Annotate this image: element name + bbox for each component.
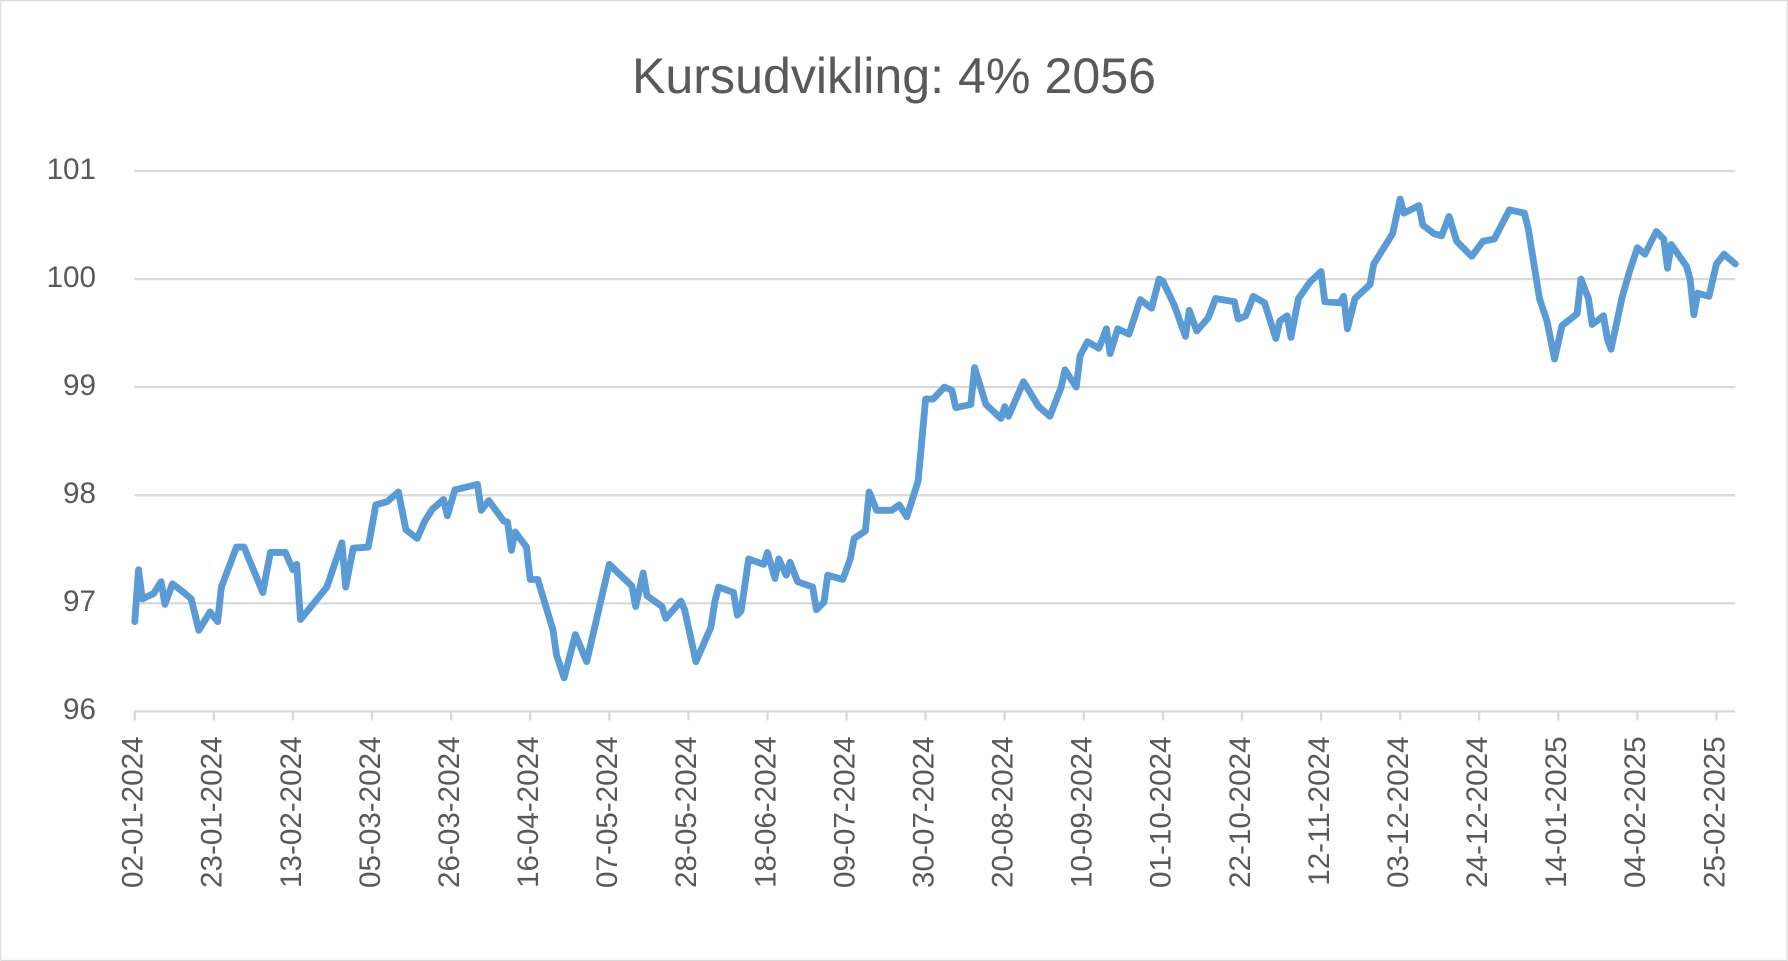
x-tick-label: 28-05-2024 bbox=[670, 736, 703, 888]
x-tick-label: 10-09-2024 bbox=[1066, 736, 1099, 888]
x-tick-label: 25-02-2025 bbox=[1698, 736, 1731, 888]
y-tick-label: 96 bbox=[63, 693, 96, 726]
x-tick-label: 23-01-2024 bbox=[196, 736, 229, 888]
x-tick-label: 05-03-2024 bbox=[354, 736, 387, 888]
y-tick-label: 99 bbox=[63, 369, 96, 402]
x-tick-label: 16-04-2024 bbox=[512, 736, 545, 888]
x-tick-label: 30-07-2024 bbox=[907, 736, 940, 888]
x-tick-label: 03-12-2024 bbox=[1382, 736, 1415, 888]
y-tick-label: 97 bbox=[63, 585, 96, 618]
x-tick-label: 01-10-2024 bbox=[1145, 736, 1178, 888]
x-tick-label: 09-07-2024 bbox=[828, 736, 861, 888]
x-tick-label: 22-10-2024 bbox=[1224, 736, 1257, 888]
x-tick-label: 12-11-2024 bbox=[1303, 736, 1336, 885]
x-tick-label: 14-01-2025 bbox=[1540, 736, 1573, 888]
y-tick-label: 101 bbox=[47, 153, 96, 186]
chart-title: Kursudvikling: 4% 2056 bbox=[632, 48, 1156, 104]
x-tick-label: 02-01-2024 bbox=[117, 736, 150, 888]
x-tick-label: 07-05-2024 bbox=[591, 736, 624, 888]
y-tick-label: 98 bbox=[63, 477, 96, 510]
y-tick-label: 100 bbox=[47, 261, 96, 294]
x-tick-label: 04-02-2025 bbox=[1619, 736, 1652, 888]
price-line bbox=[131, 195, 1739, 682]
x-tick-label: 13-02-2024 bbox=[275, 736, 308, 888]
x-tick-label: 24-12-2024 bbox=[1461, 736, 1494, 888]
x-tick-label: 20-08-2024 bbox=[987, 736, 1020, 888]
x-tick-label: 26-03-2024 bbox=[433, 736, 466, 888]
x-tick-label: 18-06-2024 bbox=[749, 736, 782, 888]
